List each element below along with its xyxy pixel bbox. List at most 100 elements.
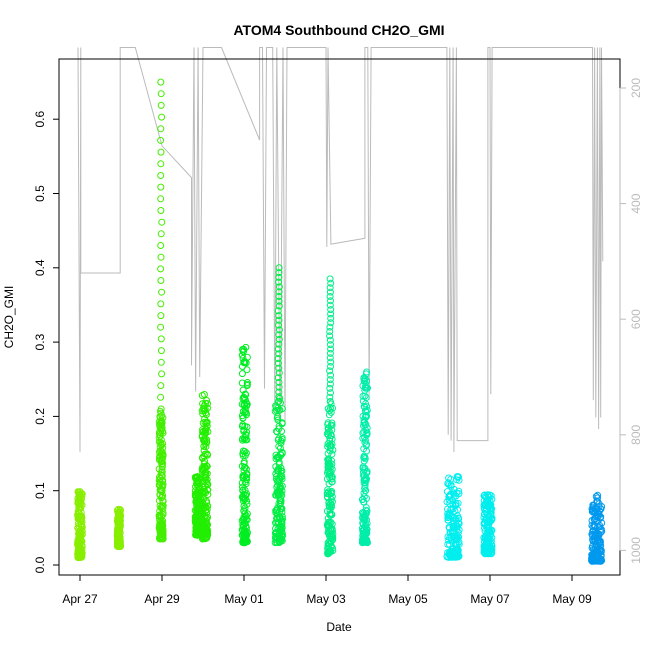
data-point [243, 366, 251, 374]
data-point [359, 429, 367, 437]
data-point [156, 454, 163, 462]
data-point [362, 504, 370, 512]
data-point [275, 350, 283, 358]
data-point [325, 526, 333, 534]
data-point [200, 452, 208, 460]
data-point [276, 485, 284, 492]
data-point [275, 288, 283, 296]
data-point [453, 547, 461, 555]
data-point [362, 408, 370, 416]
data-point [201, 418, 209, 426]
data-point [240, 502, 248, 510]
data-point [75, 489, 83, 497]
data-point [444, 480, 452, 488]
data-point [239, 472, 247, 480]
data-point [488, 514, 496, 522]
data-point [445, 524, 453, 532]
data-point [195, 492, 203, 500]
data-point [591, 512, 599, 520]
data-point [275, 359, 282, 367]
data-point [273, 483, 281, 491]
data-point [157, 426, 165, 434]
data-point [240, 358, 248, 366]
data-point [158, 288, 166, 296]
data-point [203, 419, 211, 427]
data-point [157, 207, 165, 214]
data-point [241, 448, 249, 455]
data-point [454, 546, 462, 554]
y-tick-label: 0.1 [33, 482, 47, 499]
data-point [327, 306, 335, 314]
data-point [362, 381, 370, 389]
data-point [326, 367, 334, 375]
data-point [273, 510, 281, 518]
data-point [275, 302, 283, 310]
data-point [275, 316, 283, 324]
x-tick-label: May 09 [552, 592, 592, 606]
data-point [481, 491, 489, 499]
y-axis-label: CH2O_GMI [2, 286, 16, 349]
data-point [203, 486, 211, 494]
data-point [326, 293, 334, 300]
point-cluster [480, 491, 496, 558]
data-point [453, 535, 461, 543]
data-point [326, 376, 334, 384]
data-point [157, 429, 165, 437]
data-point [272, 470, 280, 478]
data-point [324, 431, 332, 439]
point-cluster [271, 264, 286, 547]
data-point [238, 379, 246, 387]
data-point [594, 494, 602, 502]
data-point [241, 539, 249, 547]
data-point [239, 408, 247, 415]
data-point [454, 519, 462, 527]
data-point [243, 380, 251, 388]
y2-tick-label: 200 [629, 78, 643, 98]
data-point [242, 512, 250, 520]
data-point [275, 278, 283, 286]
data-point [157, 101, 165, 109]
data-point [329, 544, 336, 552]
data-point [243, 400, 251, 408]
data-point [242, 473, 250, 481]
data-point [204, 400, 211, 408]
data-point [363, 406, 371, 414]
data-point [449, 546, 457, 553]
data-point [277, 467, 285, 475]
data-point [243, 353, 251, 361]
data-point [274, 355, 282, 363]
point-cluster [588, 491, 606, 565]
data-point [157, 487, 165, 495]
data-point [593, 498, 601, 506]
data-point [592, 548, 599, 556]
data-point [326, 384, 334, 392]
data-point [275, 312, 283, 320]
data-point [275, 364, 283, 372]
data-point [198, 511, 206, 519]
point-cluster [358, 368, 371, 547]
data-point [363, 440, 371, 448]
data-point [158, 472, 166, 480]
data-point [203, 422, 211, 430]
data-point [360, 472, 367, 479]
data-point [362, 413, 370, 421]
data-point [325, 540, 333, 548]
data-point [159, 497, 167, 505]
y-tick-label: 0.4 [33, 259, 47, 276]
data-point [278, 448, 286, 456]
data-point [275, 283, 283, 291]
data-point [480, 492, 488, 500]
data-point [158, 484, 166, 491]
data-point [326, 349, 334, 357]
data-point [157, 277, 165, 284]
data-point [326, 301, 334, 309]
data-point [326, 469, 334, 477]
data-point [76, 527, 84, 535]
data-point [590, 522, 598, 529]
point-cluster [74, 488, 86, 562]
data-point [157, 160, 165, 168]
data-point [328, 450, 336, 458]
data-point [157, 439, 165, 446]
data-point [480, 548, 488, 556]
